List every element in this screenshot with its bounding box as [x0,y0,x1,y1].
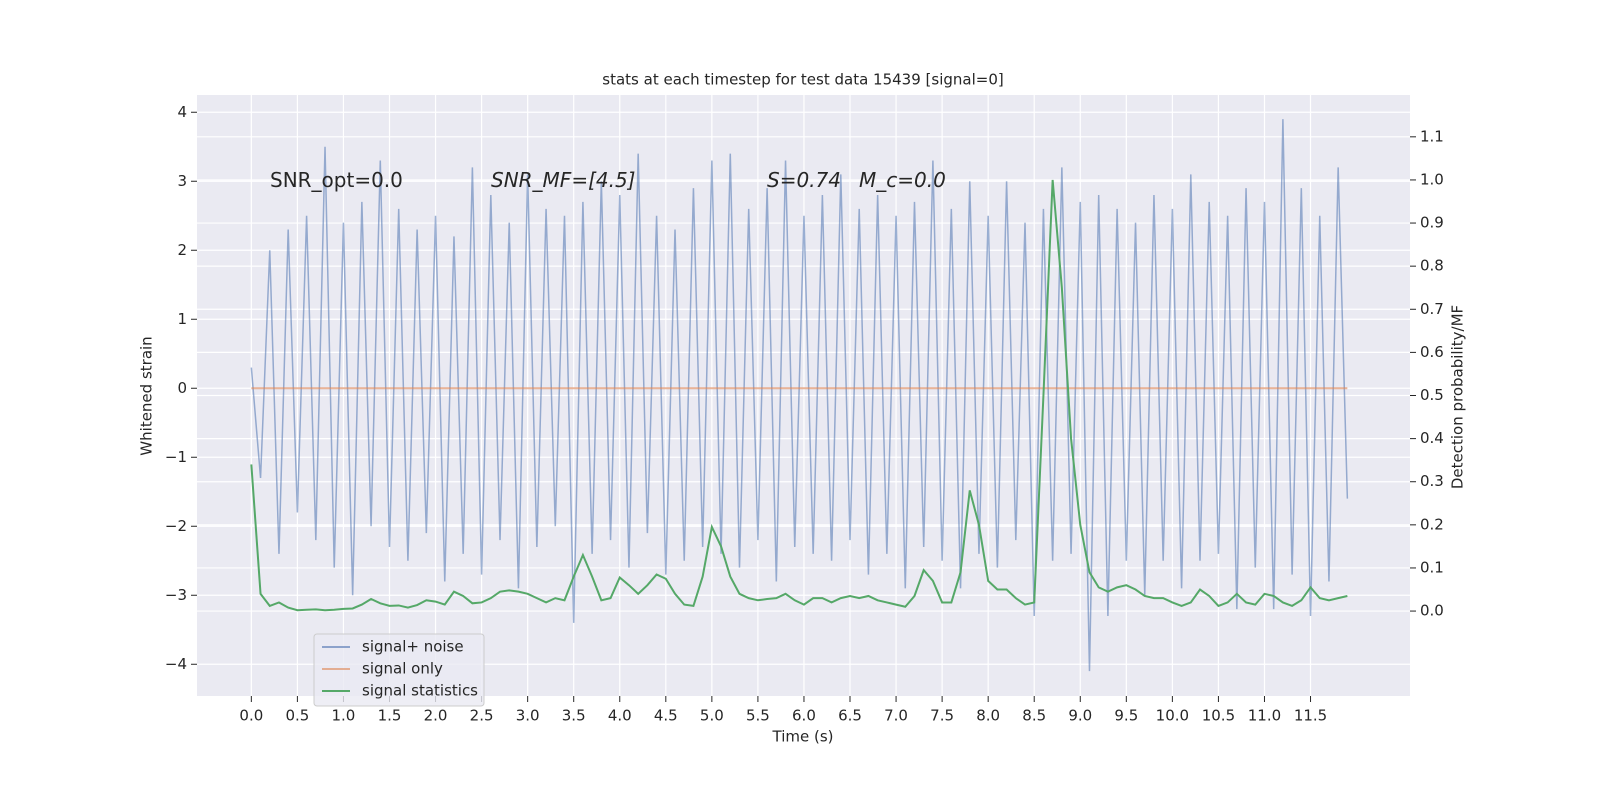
chart-title: stats at each timestep for test data 154… [602,71,1003,89]
x-tick-label: 5.0 [700,707,724,725]
x-tick-label: 2.0 [424,707,448,725]
y2-tick-label: 0.1 [1420,558,1444,576]
x-tick-label: 3.5 [562,707,586,725]
x-tick-label: 10.0 [1156,707,1189,725]
y2-tick-label: 0.7 [1420,300,1444,318]
x-tick-label: 8.0 [976,707,1000,725]
y2-tick-label: 0.5 [1420,386,1444,404]
x-tick-label: 6.0 [792,707,816,725]
series-line [250,179,1348,612]
annotation: S=0.74 [767,168,841,192]
y-tick-label: 0 [177,379,187,397]
legend-box [313,633,485,707]
y2-tick-label: 0.3 [1420,472,1444,490]
x-tick-label: 8.5 [1022,707,1046,725]
legend-label: signal statistics [362,682,478,700]
legend-label: signal+ noise [362,638,464,656]
y2-tick-label: 0.9 [1420,214,1444,232]
legend-label: signal only [362,660,443,678]
y2-axis-label: Detection probability/MF [1449,305,1467,489]
x-tick-label: 1.5 [378,707,402,725]
y-tick-label: 1 [177,310,187,328]
y2-tick-label: 1.0 [1420,170,1444,188]
y2-tick-label: 0.0 [1420,602,1444,620]
y-tick-label: 4 [177,103,187,121]
x-tick-label: 0.0 [239,707,263,725]
y2-tick-label: 0.8 [1420,257,1444,275]
x-axis-label: Time (s) [772,728,834,746]
x-tick-label: 6.5 [838,707,862,725]
annotation: SNR_MF=[4.5] [491,168,635,192]
x-tick-label: 4.5 [654,707,678,725]
x-tick-label: 4.0 [608,707,632,725]
y-tick-label: −3 [165,586,187,604]
annotation: SNR_opt=0.0 [270,168,403,192]
x-tick-label: 11.0 [1248,707,1281,725]
x-tick-label: 7.0 [884,707,908,725]
x-tick-label: 9.0 [1068,707,1092,725]
y-tick-label: −1 [165,448,187,466]
y-tick-label: −4 [165,655,187,673]
x-tick-label: 11.5 [1294,707,1327,725]
x-tick-label: 7.5 [930,707,954,725]
x-tick-label: 0.5 [285,707,309,725]
y-tick-label: −2 [165,517,187,535]
x-tick-label: 5.5 [746,707,770,725]
y-tick-label: 2 [177,241,187,259]
x-tick-label: 1.0 [332,707,356,725]
y-axis-label: Whitened strain [138,336,156,455]
x-tick-label: 9.5 [1114,707,1138,725]
x-tick-label: 2.5 [470,707,494,725]
x-tick-label: 10.5 [1202,707,1235,725]
y2-tick-label: 0.2 [1420,515,1444,533]
y2-tick-label: 0.6 [1420,343,1444,361]
series-line [250,119,1349,672]
x-tick-label: 3.0 [516,707,540,725]
annotation: M_c=0.0 [859,168,946,192]
y2-tick-label: 0.4 [1420,429,1444,447]
y2-tick-label: 1.1 [1420,127,1444,145]
y-tick-label: 3 [177,172,187,190]
